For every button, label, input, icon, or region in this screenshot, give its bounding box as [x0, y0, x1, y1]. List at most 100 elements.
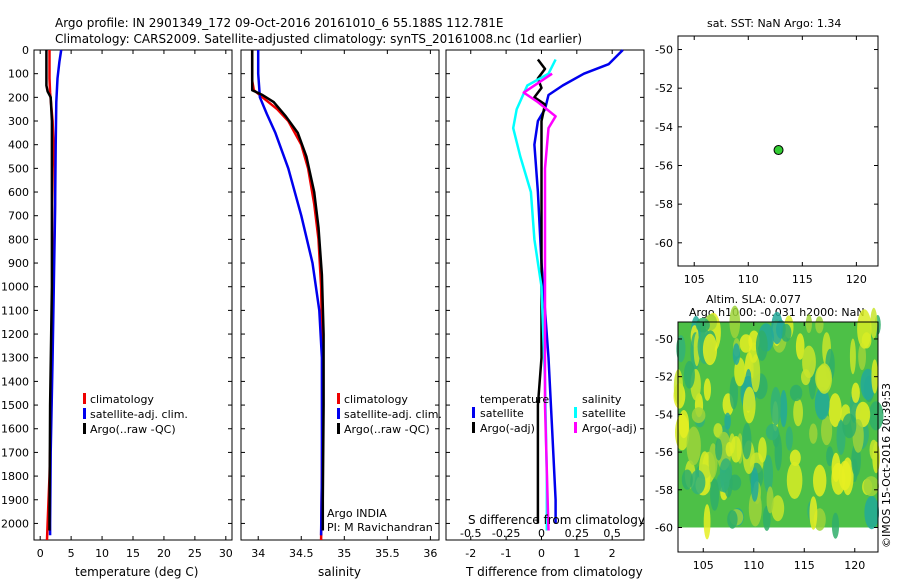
x-tick-label: 2 [609, 547, 616, 560]
lat-tick-label: -60 [655, 521, 673, 534]
legend-label-climatology: climatology [344, 393, 408, 406]
salinity-panel: 34 34.5 35 35.5 36 climatology satellite-adj… [240, 49, 442, 579]
lat-tick-label: -60 [655, 237, 673, 250]
lon-tick-label: 115 [794, 559, 815, 572]
sla-map-lon-axis: 105 110 115 120 [693, 322, 865, 572]
sla-patch [831, 462, 846, 495]
x-tick-label: 10 [95, 547, 109, 560]
sla-patch [703, 504, 711, 540]
sla-patch [719, 458, 733, 483]
sla-patch [809, 423, 818, 444]
sla-patch [868, 401, 884, 431]
sla-map-title: Altim. SLA: 0.077 [706, 293, 801, 306]
series-line-salinity-argo-adj [522, 72, 557, 531]
depth-tick-label: 1100 [1, 304, 29, 317]
lat-tick-label: -54 [655, 408, 673, 421]
salinity-axes-frame [240, 49, 440, 541]
sla-patch [774, 433, 782, 471]
s-tick-label: -0.5 [460, 527, 481, 540]
sst-map-title: sat. SST: NaN Argo: 1.34 [707, 17, 841, 30]
sla-patch [858, 342, 866, 371]
lon-tick-label: 105 [693, 559, 714, 572]
depth-tick-label: 1900 [1, 494, 29, 507]
series-line-climatology [250, 50, 325, 541]
lat-tick-label: -56 [655, 446, 673, 459]
sst-map-lat-axis: -50 -52 -54 -56 -58 -60 [655, 44, 878, 250]
x-tick-label: 1 [573, 547, 580, 560]
x-tick-label: 0 [538, 547, 545, 560]
lon-tick-label: 110 [738, 273, 759, 286]
s-tick-label: 0.25 [565, 527, 590, 540]
legend-swatch-t-satellite [472, 407, 475, 418]
sla-patch [842, 413, 857, 439]
sla-patch [725, 442, 733, 457]
salinity-depth-ticks [241, 49, 439, 524]
sla-patch [748, 489, 762, 527]
legend-swatch-satellite-clim [337, 408, 340, 419]
sst-map-frame [677, 35, 879, 267]
sla-patch [691, 407, 706, 424]
sla-patch [771, 495, 785, 522]
sla-patch [681, 469, 693, 490]
lat-tick-label: -52 [655, 82, 673, 95]
sla-patch [702, 333, 718, 366]
legend-swatch-t-argo [472, 422, 475, 433]
s-tick-label: -0.25 [492, 527, 520, 540]
sla-patch [724, 412, 731, 430]
salinity-x-label: salinity [318, 565, 361, 579]
legend-heading-salinity: salinity [582, 393, 622, 406]
sla-map-panel: Altim. SLA: 0.077 Argo h1000: -0.031 h20… [655, 293, 884, 572]
x-tick-label: 0 [37, 547, 44, 560]
difference-axes-frame [445, 49, 645, 541]
salinity-series [250, 50, 325, 541]
sla-patch [743, 386, 756, 424]
sst-map-panel: sat. SST: NaN Argo: 1.34 -50 -52 -54 -56 -58… [655, 17, 879, 286]
sla-patch [780, 323, 792, 342]
x-tick-label: 20 [157, 547, 171, 560]
sla-patch [864, 495, 879, 530]
legend-swatch-s-argo [574, 422, 577, 433]
sla-patch [869, 439, 878, 460]
sla-patch [831, 512, 840, 539]
lat-tick-label: -54 [655, 121, 673, 134]
sla-patch [815, 316, 824, 334]
figure-title-line1: Argo profile: IN 2901349_172 09-Oct-2016… [55, 16, 503, 30]
x-tick-label: 15 [126, 547, 140, 560]
legend-label-climatology: climatology [90, 393, 154, 406]
lat-tick-label: -56 [655, 159, 673, 172]
sla-patch [739, 334, 753, 353]
salinity-legend: climatology satellite-adj. clim. Argo(..… [337, 393, 442, 436]
x-tick-label: 30 [219, 547, 233, 560]
x-tick-label: -2 [465, 547, 476, 560]
difference-panel: -2 -1 0 1 2 -0.5 -0.25 0 0.25 0.5 temperature sa… [445, 49, 645, 579]
temperature-legend: climatology satellite-adj. clim. Argo(..… [83, 393, 188, 436]
float-program-label: Argo INDIA [327, 507, 387, 520]
sla-patch [763, 454, 773, 493]
lon-tick-label: 105 [684, 273, 705, 286]
argo-position-marker [773, 145, 784, 156]
depth-axis: 0 100 200 300 400 500 600 700 800 900 1000 1100 1200… [1, 44, 232, 530]
series-line-temperature-satellite [533, 49, 624, 524]
sla-patch [795, 333, 805, 360]
sst-map-points [773, 145, 784, 156]
sla-patch [813, 464, 827, 497]
depth-tick-label: 800 [8, 233, 29, 246]
sla-patch [785, 426, 793, 451]
legend-label-satellite-clim: satellite-adj. clim. [344, 408, 442, 421]
legend-swatch-argo [337, 423, 340, 434]
sla-patch [766, 486, 774, 514]
depth-tick-label: 600 [8, 186, 29, 199]
sla-patch [765, 423, 779, 441]
difference-depth-ticks [446, 49, 644, 524]
sla-patch [727, 510, 738, 529]
x-tick-label: 36 [423, 547, 437, 560]
sla-patch [809, 496, 818, 530]
series-line-temperature-argo-adj [533, 58, 547, 524]
lat-tick-label: -50 [655, 44, 673, 57]
depth-tick-label: 100 [8, 68, 29, 81]
figure-title-line2: Climatology: CARS2009. Satellite-adjuste… [55, 32, 582, 46]
sla-patch [703, 378, 712, 401]
sla-patch [828, 393, 842, 428]
sla-patch [771, 311, 783, 345]
